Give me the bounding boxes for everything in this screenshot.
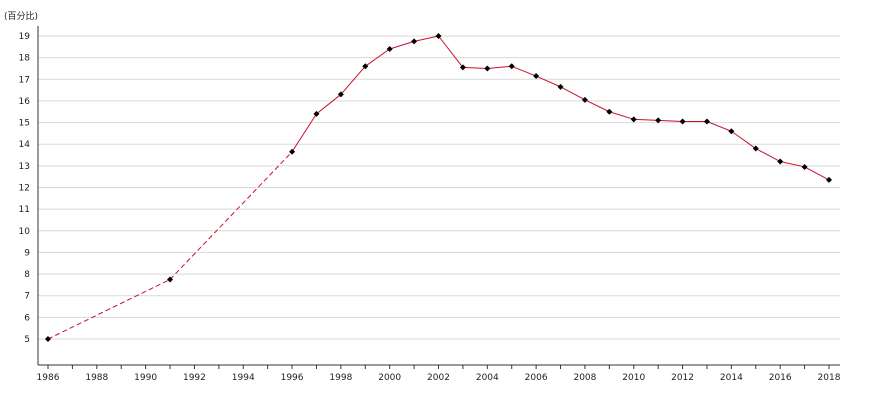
series-segment bbox=[609, 111, 634, 120]
x-tick-label: 1994 bbox=[232, 373, 255, 383]
data-point bbox=[728, 128, 735, 135]
x-tick-label: 1986 bbox=[37, 373, 60, 383]
data-point bbox=[581, 96, 588, 103]
series-segment bbox=[706, 121, 732, 132]
y-tick-label: 9 bbox=[24, 248, 30, 258]
gridlines bbox=[38, 35, 840, 340]
series-segment bbox=[511, 65, 537, 77]
series-segment bbox=[780, 161, 805, 168]
x-tick-label: 2008 bbox=[573, 373, 596, 383]
data-point bbox=[386, 45, 393, 52]
series-segment bbox=[413, 35, 439, 42]
y-tick-label: 11 bbox=[19, 205, 30, 215]
y-tick-label: 18 bbox=[19, 54, 31, 64]
data-point bbox=[801, 163, 808, 170]
data-point bbox=[411, 38, 418, 45]
series-segment bbox=[462, 66, 488, 69]
series-segment bbox=[316, 94, 342, 115]
y-unit-label: (百分比) bbox=[4, 10, 38, 22]
x-tick-label: 2006 bbox=[525, 373, 548, 383]
x-tick-label: 2010 bbox=[622, 373, 645, 383]
y-tick-label: 12 bbox=[19, 184, 30, 194]
data-point bbox=[289, 148, 296, 155]
y-tick-label: 17 bbox=[19, 75, 30, 85]
y-tick-label: 14 bbox=[19, 140, 31, 150]
data-point bbox=[508, 63, 515, 70]
data-point bbox=[606, 108, 613, 115]
data-point bbox=[362, 63, 369, 70]
x-tick-label: 2004 bbox=[476, 373, 499, 383]
series-segment bbox=[755, 148, 781, 162]
tick-labels: 5 6 7 8 9 10 11 12 13 14 15 16 17 18 19 1986 1988 1990 199… bbox=[19, 32, 841, 383]
y-tick-label: 10 bbox=[19, 227, 31, 237]
x-tick-label: 1988 bbox=[85, 373, 108, 383]
series-segment bbox=[731, 130, 757, 149]
x-tick-label: 1992 bbox=[183, 373, 206, 383]
data-point bbox=[703, 118, 710, 125]
series-segment-dashed bbox=[169, 151, 293, 280]
series-segment bbox=[389, 40, 415, 50]
series-segment bbox=[804, 166, 830, 181]
data-point bbox=[337, 91, 344, 98]
y-tick-label: 19 bbox=[19, 32, 31, 42]
series-segment bbox=[584, 99, 610, 113]
axes bbox=[37, 26, 840, 369]
data-point bbox=[167, 276, 174, 283]
x-tick-label: 1996 bbox=[281, 373, 304, 383]
series-segment bbox=[438, 35, 464, 68]
data-point bbox=[459, 64, 466, 71]
data-point bbox=[435, 33, 442, 39]
series-segment bbox=[340, 65, 366, 95]
series-segment bbox=[487, 65, 512, 69]
x-tick-label: 2012 bbox=[671, 373, 694, 383]
data-point bbox=[679, 118, 686, 125]
data-point bbox=[313, 110, 320, 117]
series-segment-dashed bbox=[47, 279, 171, 340]
y-tick-label: 16 bbox=[19, 97, 31, 107]
series-segment bbox=[560, 86, 586, 101]
series-segment bbox=[364, 48, 390, 67]
series-markers bbox=[45, 33, 832, 342]
data-point bbox=[826, 176, 832, 183]
y-tick-label: 8 bbox=[24, 270, 30, 280]
data-point bbox=[45, 336, 51, 342]
series-segment bbox=[291, 113, 317, 153]
series-segment bbox=[535, 75, 561, 88]
data-point bbox=[777, 158, 784, 165]
y-tick-label: 6 bbox=[24, 313, 30, 323]
series-segment bbox=[633, 118, 659, 121]
y-tick-label: 7 bbox=[24, 292, 30, 302]
x-tick-label: 1990 bbox=[134, 373, 157, 383]
y-tick-label: 13 bbox=[19, 162, 30, 172]
data-point bbox=[630, 116, 637, 123]
x-tick-label: 2016 bbox=[769, 373, 792, 383]
data-point bbox=[533, 73, 540, 80]
x-tick-label: 2000 bbox=[378, 373, 401, 383]
data-point bbox=[752, 145, 759, 152]
y-tick-label: 5 bbox=[24, 335, 30, 345]
series-lines bbox=[47, 35, 830, 340]
x-tick-label: 2014 bbox=[720, 373, 743, 383]
x-tick-label: 2018 bbox=[818, 373, 841, 383]
data-point bbox=[655, 117, 662, 124]
data-point bbox=[557, 83, 564, 90]
y-tick-label: 15 bbox=[19, 119, 30, 129]
x-tick-label: 1998 bbox=[329, 373, 352, 383]
x-tick-label: 2002 bbox=[427, 373, 450, 383]
series-segment bbox=[658, 119, 683, 122]
data-point bbox=[484, 65, 491, 72]
